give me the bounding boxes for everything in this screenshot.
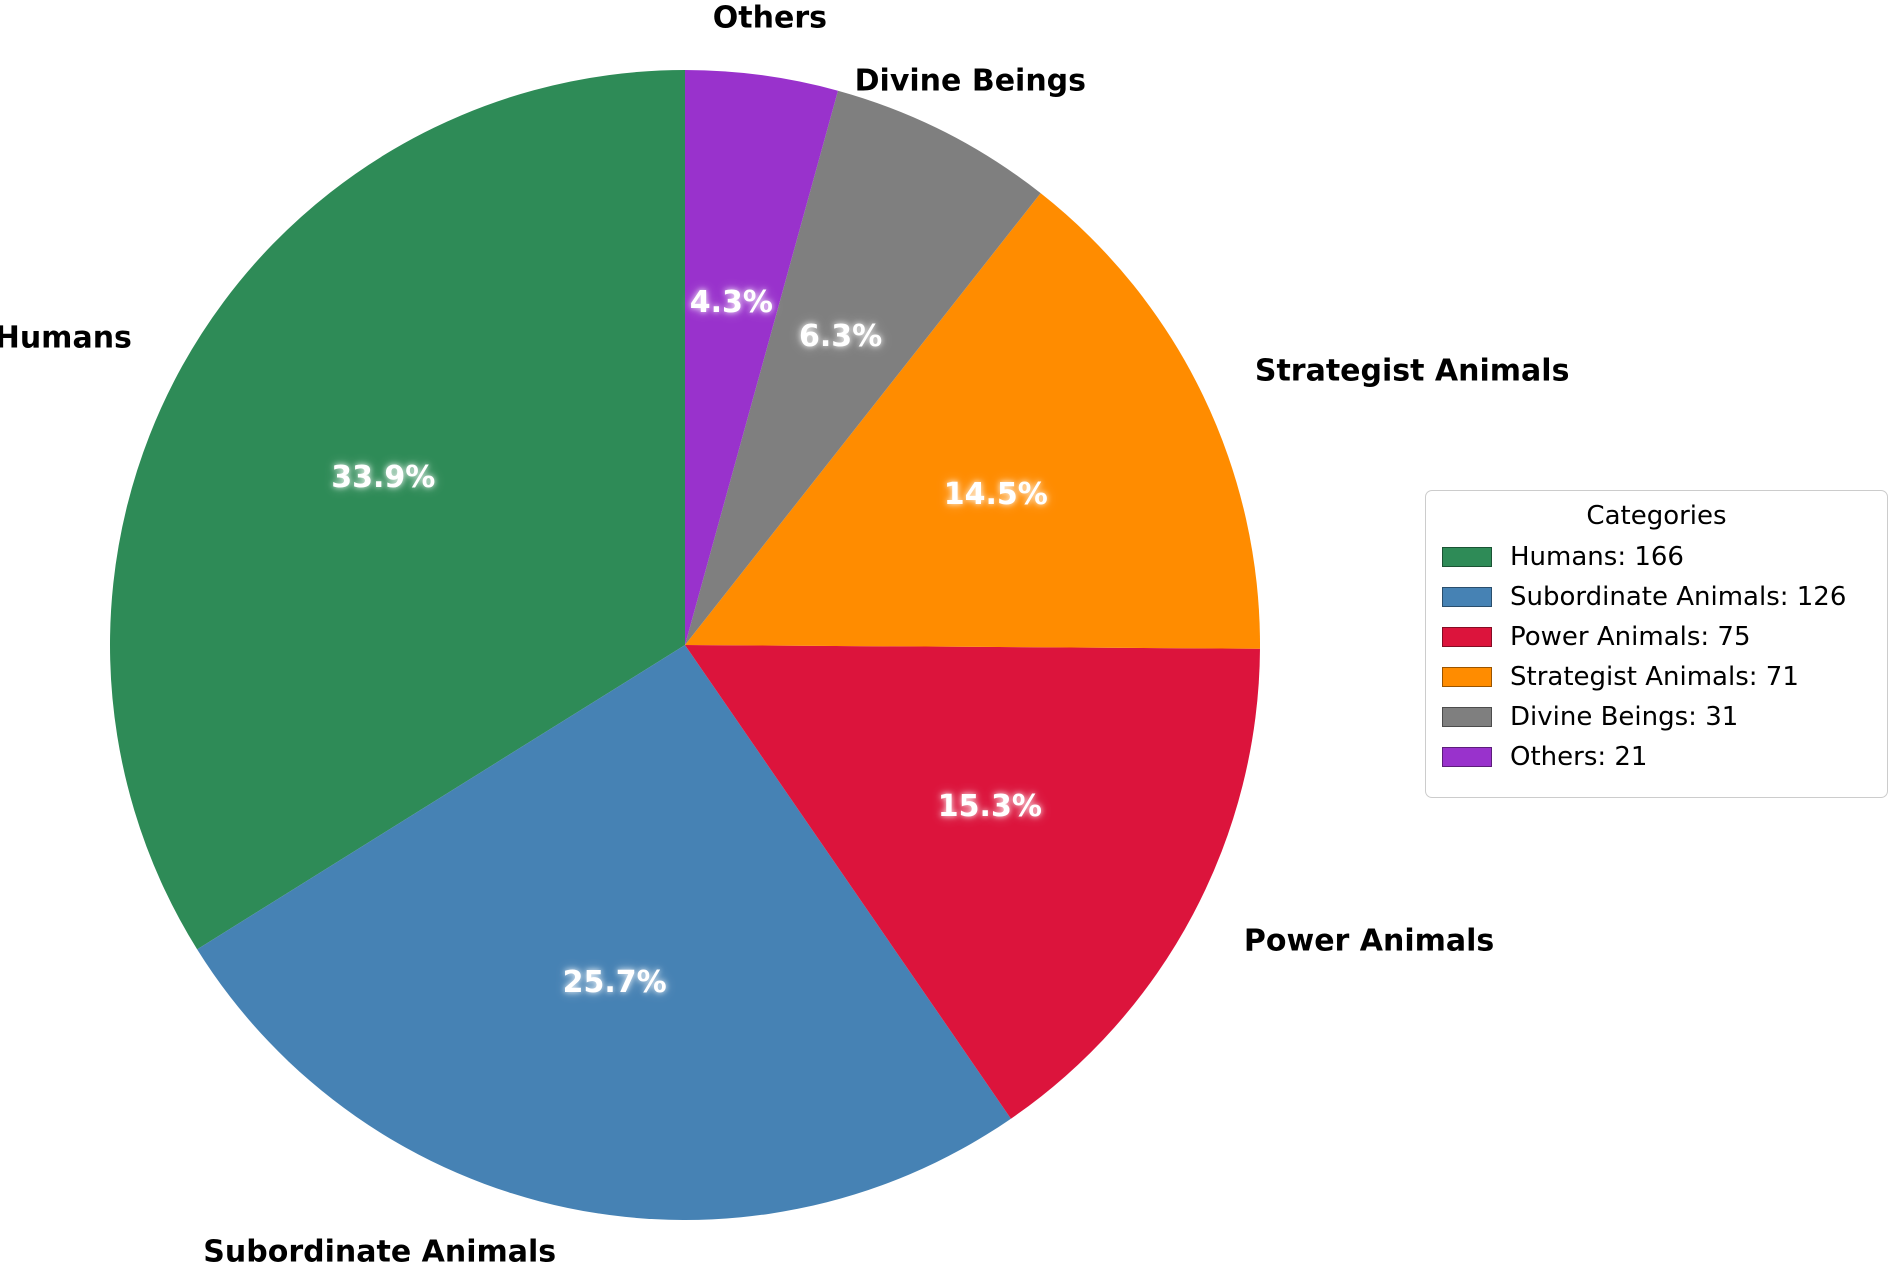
pct-label-divine-beings: 6.3% (799, 319, 883, 355)
pie-slice-power-animals (685, 645, 1260, 1119)
pie-slice-others (685, 70, 838, 645)
legend-title: Categories (1586, 501, 1727, 531)
legend-item-label: Strategist Animals: 71 (1510, 662, 1799, 692)
pct-label-humans: 33.9% (331, 459, 436, 495)
pie-slice-subordinate-animals (197, 645, 1011, 1221)
legend-swatch-divine-beings (1442, 707, 1492, 727)
slice-label-strategist-animals: Strategist Animals (1254, 352, 1570, 388)
legend-item-label: Others: 21 (1510, 742, 1648, 772)
slice-label-subordinate-animals: Subordinate Animals (203, 1234, 557, 1270)
slice-label-humans: Humans (0, 320, 132, 356)
legend-swatch-subordinate-animals (1442, 587, 1492, 607)
slice-label-others: Others (712, 0, 827, 36)
pct-label-strategist-animals: 14.5% (943, 477, 1048, 513)
legend-item-label: Subordinate Animals: 126 (1510, 582, 1847, 612)
legend-swatch-strategist-animals (1442, 667, 1492, 687)
legend-swatch-power-animals (1442, 627, 1492, 647)
pct-label-others: 4.3% (689, 285, 773, 321)
legend-rows: Humans: 166 Subordinate Animals: 126 Power… (1442, 543, 1871, 771)
pie-slice-divine-beings (685, 90, 1041, 646)
legend-item-label: Power Animals: 75 (1510, 622, 1751, 652)
pie-slice-strategist-animals (685, 193, 1261, 649)
legend-swatch-others (1442, 747, 1492, 767)
legend-item-power-animals: Power Animals: 75 (1442, 623, 1871, 651)
legend: Categories Humans: 166 Subordinate Animal… (1425, 490, 1888, 798)
pie-slice-humans (110, 70, 686, 950)
legend-item-others: Others: 21 (1442, 743, 1871, 771)
legend-item-label: Humans: 166 (1510, 542, 1684, 572)
legend-item-humans: Humans: 166 (1442, 543, 1871, 571)
legend-swatch-humans (1442, 547, 1492, 567)
pct-label-subordinate-animals: 25.7% (562, 964, 667, 1000)
legend-item-label: Divine Beings: 31 (1510, 702, 1739, 732)
pct-label-power-animals: 15.3% (937, 788, 1042, 824)
legend-item-divine-beings: Divine Beings: 31 (1442, 703, 1871, 731)
slice-label-divine-beings: Divine Beings (854, 62, 1087, 98)
legend-item-strategist-animals: Strategist Animals: 71 (1442, 663, 1871, 691)
legend-item-subordinate-animals: Subordinate Animals: 126 (1442, 583, 1871, 611)
slice-label-power-animals: Power Animals (1243, 923, 1495, 959)
